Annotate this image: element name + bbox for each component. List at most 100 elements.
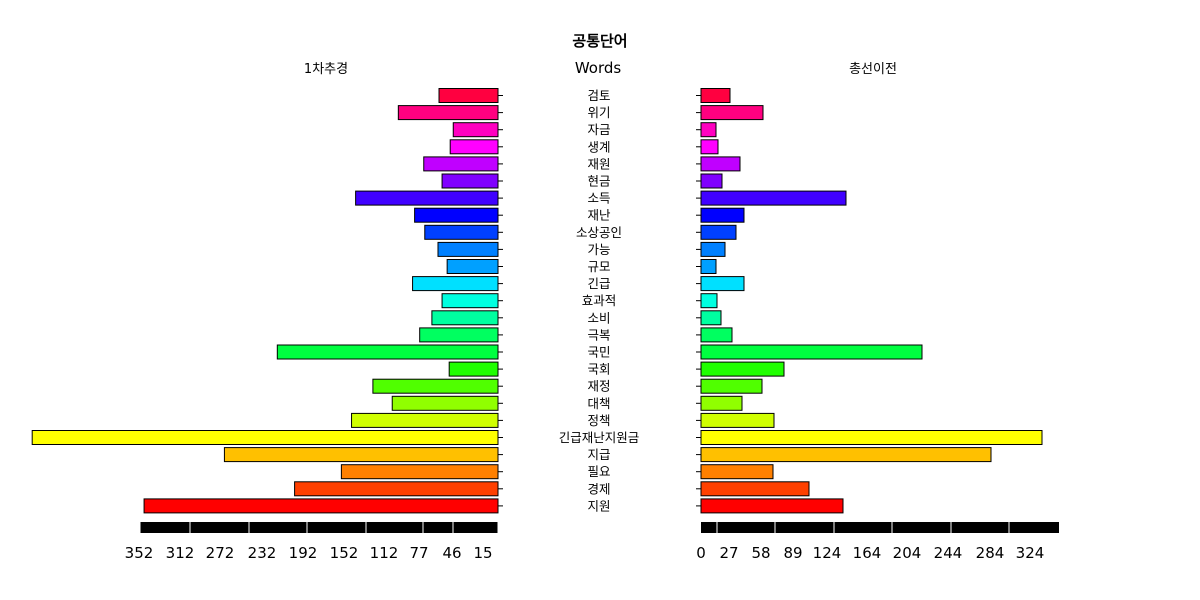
left-axis-tick-label: 272 [206,544,235,562]
right-axis-tick-label: 58 [751,544,770,562]
left-bar [372,378,499,394]
word-labels: 검토위기자금생계재원현금소득재난소상공인가능규모긴급효과적소비극복국민국회재정대… [559,88,640,513]
word-label: 생계 [587,139,610,154]
right-bar [700,241,726,257]
left-bar [423,156,499,172]
word-label: 극복 [587,327,610,342]
left-panel-title: 1차추경 [304,62,348,77]
right-bar [700,498,844,514]
right-bar [700,190,847,206]
left-axis-tick-label: 312 [166,544,195,562]
left-axis-tick-label: 15 [473,544,492,562]
right-bars [696,88,1043,514]
word-label: 규모 [587,259,610,274]
left-bar [419,327,499,343]
left-bar [143,498,499,514]
word-label: 검토 [587,88,610,103]
left-bar [449,139,499,155]
right-bar [700,105,764,121]
right-axis-tick-label: 89 [783,544,802,562]
left-axis-tick-label: 112 [370,544,399,562]
right-axis: 0 27 58 89 124 164 204 244 284 324 [696,522,1059,562]
word-label: 자금 [587,122,610,137]
word-label: 지원 [587,498,610,513]
right-bar [700,344,923,360]
right-axis-tick-label: 0 [696,544,706,562]
right-bar [700,122,717,138]
right-bar [700,173,723,189]
center-title: Words [575,59,622,77]
word-label: 재난 [587,208,611,223]
word-label: 필요 [587,464,610,479]
left-bar [391,395,499,411]
right-bar [700,156,741,172]
right-bar [700,464,774,480]
left-bar [276,344,499,360]
word-label: 국민 [587,345,610,360]
left-bar [294,481,499,497]
right-bar [700,412,775,428]
left-bar [448,361,499,377]
right-bar [700,481,810,497]
word-label: 효과적 [582,293,617,308]
word-label: 정책 [587,413,610,428]
left-bar [437,241,499,257]
left-axis-tick-label: 77 [409,544,428,562]
right-axis-tick-label: 204 [893,544,922,562]
word-label: 국회 [587,362,610,377]
right-bar [700,276,745,292]
right-axis-band [701,522,1059,533]
left-bar [351,412,499,428]
word-label: 소득 [587,191,610,206]
left-bar [397,105,499,121]
right-bar [700,378,763,394]
left-bar [340,464,499,480]
word-label: 재원 [587,156,610,171]
word-label: 가능 [587,242,610,257]
left-bar [452,122,499,138]
left-bar [441,293,499,309]
right-bar [700,361,785,377]
left-bar [412,276,499,292]
right-bar [700,88,731,103]
word-label: 현금 [587,174,610,189]
right-bar [700,207,745,223]
word-label: 지급 [587,447,610,462]
right-bar [700,327,733,343]
left-bars [31,88,503,514]
left-bar [355,190,499,206]
left-bar [446,259,499,274]
word-label: 경제 [587,481,610,496]
left-bar [438,88,499,103]
right-bar [700,139,719,155]
right-bar [700,447,992,463]
right-panel-title: 총선이전 [849,62,897,77]
left-axis-tick-label: 352 [125,544,154,562]
left-bar [441,173,499,189]
right-bar [700,259,717,274]
left-axis-tick-label: 152 [330,544,359,562]
left-axis-tick-label: 192 [289,544,318,562]
left-bar [424,224,499,240]
right-axis-tick-label: 124 [813,544,842,562]
right-bar [700,395,743,411]
right-axis-tick-label: 27 [719,544,738,562]
right-bar [700,293,718,309]
left-bar [431,310,499,326]
word-label: 재정 [587,379,610,394]
left-bar [414,207,499,223]
right-bar [700,310,722,326]
word-label: 소상공인 [576,225,622,240]
right-axis-tick-label: 164 [853,544,882,562]
left-bar [223,447,499,463]
word-label: 긴급재난지원금 [559,430,640,445]
word-label: 긴급 [587,276,610,291]
word-label: 소비 [587,310,610,325]
right-bar [700,224,737,240]
left-axis-band [140,522,498,533]
right-bar [700,430,1043,445]
word-label: 위기 [587,105,610,120]
chart-title: 공통단어 [572,32,627,50]
word-label: 대책 [587,396,610,411]
